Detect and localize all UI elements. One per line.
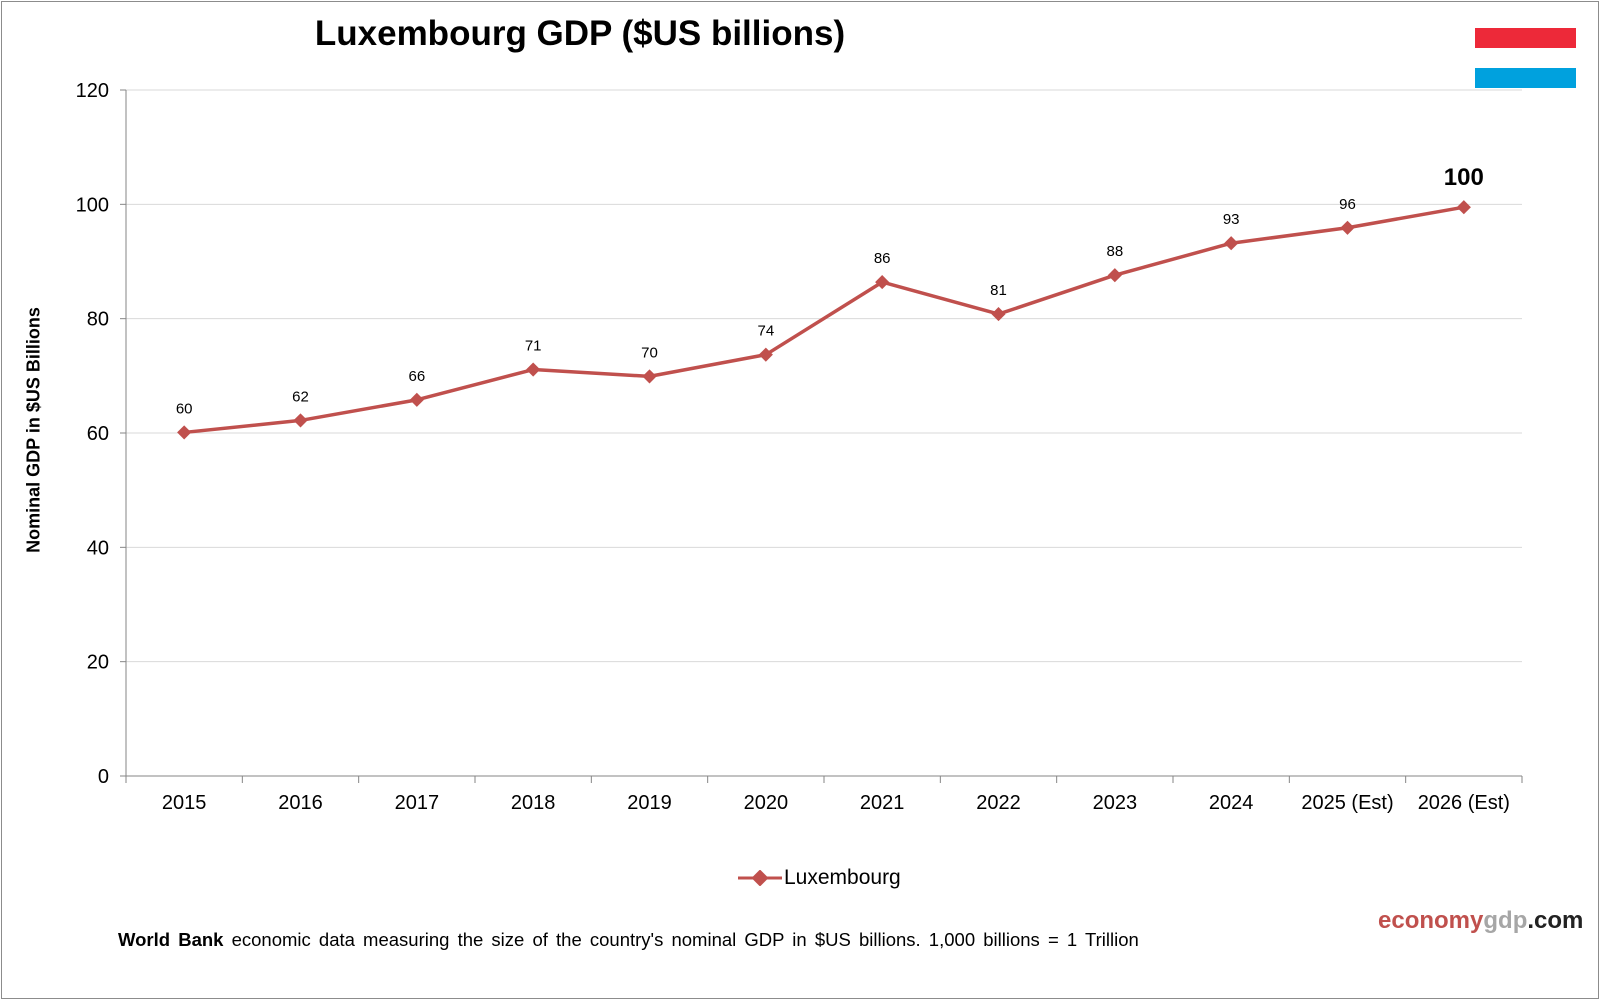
data-label: 71 bbox=[525, 338, 542, 355]
x-tick-label: 2018 bbox=[511, 792, 556, 814]
brand-part-1: economy bbox=[1378, 907, 1484, 934]
x-tick-label: 2021 bbox=[860, 792, 905, 814]
legend: Luxembourg bbox=[738, 866, 901, 890]
data-label: 100 bbox=[1444, 164, 1484, 191]
data-label: 74 bbox=[757, 323, 774, 340]
y-tick-label: 60 bbox=[87, 423, 109, 445]
flag-stripe-blue bbox=[1475, 68, 1576, 88]
x-tick-label: 2017 bbox=[395, 792, 440, 814]
luxembourg-flag-icon bbox=[1475, 28, 1576, 90]
data-point-marker bbox=[875, 275, 890, 290]
y-tick-label: 40 bbox=[87, 537, 109, 559]
data-label: 60 bbox=[176, 400, 193, 417]
data-point-marker bbox=[1224, 236, 1239, 251]
brand-logo: economygdp.com bbox=[1378, 907, 1583, 935]
data-point-marker bbox=[642, 369, 657, 384]
data-label: 96 bbox=[1339, 196, 1356, 213]
flag-stripe-red bbox=[1475, 28, 1576, 48]
legend-marker-icon bbox=[738, 870, 782, 886]
data-point-marker bbox=[526, 362, 541, 377]
x-tick-label: 2026 (Est) bbox=[1418, 792, 1510, 814]
y-tick-label: 20 bbox=[87, 652, 109, 674]
data-point-marker bbox=[1340, 220, 1355, 235]
data-label: 88 bbox=[1106, 243, 1123, 260]
data-point-marker bbox=[758, 347, 773, 362]
x-tick-label: 2022 bbox=[976, 792, 1021, 814]
series-line-luxembourg bbox=[183, 205, 1465, 435]
brand-part-3: .com bbox=[1527, 907, 1584, 934]
brand-part-2: gdp bbox=[1483, 907, 1528, 934]
y-tick-label: 0 bbox=[98, 766, 109, 788]
x-tick-label: 2015 bbox=[162, 792, 207, 814]
x-tick-label: 2023 bbox=[1093, 792, 1138, 814]
footnote-text: economic data measuring the size of the … bbox=[223, 929, 1139, 950]
data-label: 62 bbox=[292, 388, 309, 405]
x-tick-label: 2019 bbox=[627, 792, 672, 814]
flag-stripe-white bbox=[1475, 48, 1576, 68]
data-label: 70 bbox=[641, 344, 658, 361]
data-label: 81 bbox=[990, 282, 1007, 299]
data-label: 66 bbox=[408, 368, 425, 385]
footnote: World Bank economic data measuring the s… bbox=[118, 929, 1139, 951]
legend-label: Luxembourg bbox=[784, 866, 901, 889]
y-tick-label: 100 bbox=[76, 194, 109, 216]
data-point-marker bbox=[293, 413, 308, 428]
y-tick-label: 120 bbox=[76, 80, 109, 102]
x-tick-label: 2024 bbox=[1209, 792, 1254, 814]
data-point-marker bbox=[177, 425, 192, 440]
x-tick-label: 2020 bbox=[744, 792, 789, 814]
data-point-marker bbox=[1107, 268, 1122, 283]
data-point-marker bbox=[991, 307, 1006, 322]
x-tick-label: 2016 bbox=[278, 792, 323, 814]
chart-title: Luxembourg GDP ($US billions) bbox=[314, 14, 846, 53]
footnote-source: World Bank bbox=[118, 929, 224, 950]
data-point-marker bbox=[409, 392, 424, 407]
y-tick-label: 80 bbox=[87, 309, 109, 331]
data-label: 86 bbox=[874, 250, 891, 267]
data-point-marker bbox=[1456, 200, 1471, 215]
x-tick-label: 2025 (Est) bbox=[1301, 792, 1393, 814]
data-label: 93 bbox=[1223, 211, 1240, 228]
